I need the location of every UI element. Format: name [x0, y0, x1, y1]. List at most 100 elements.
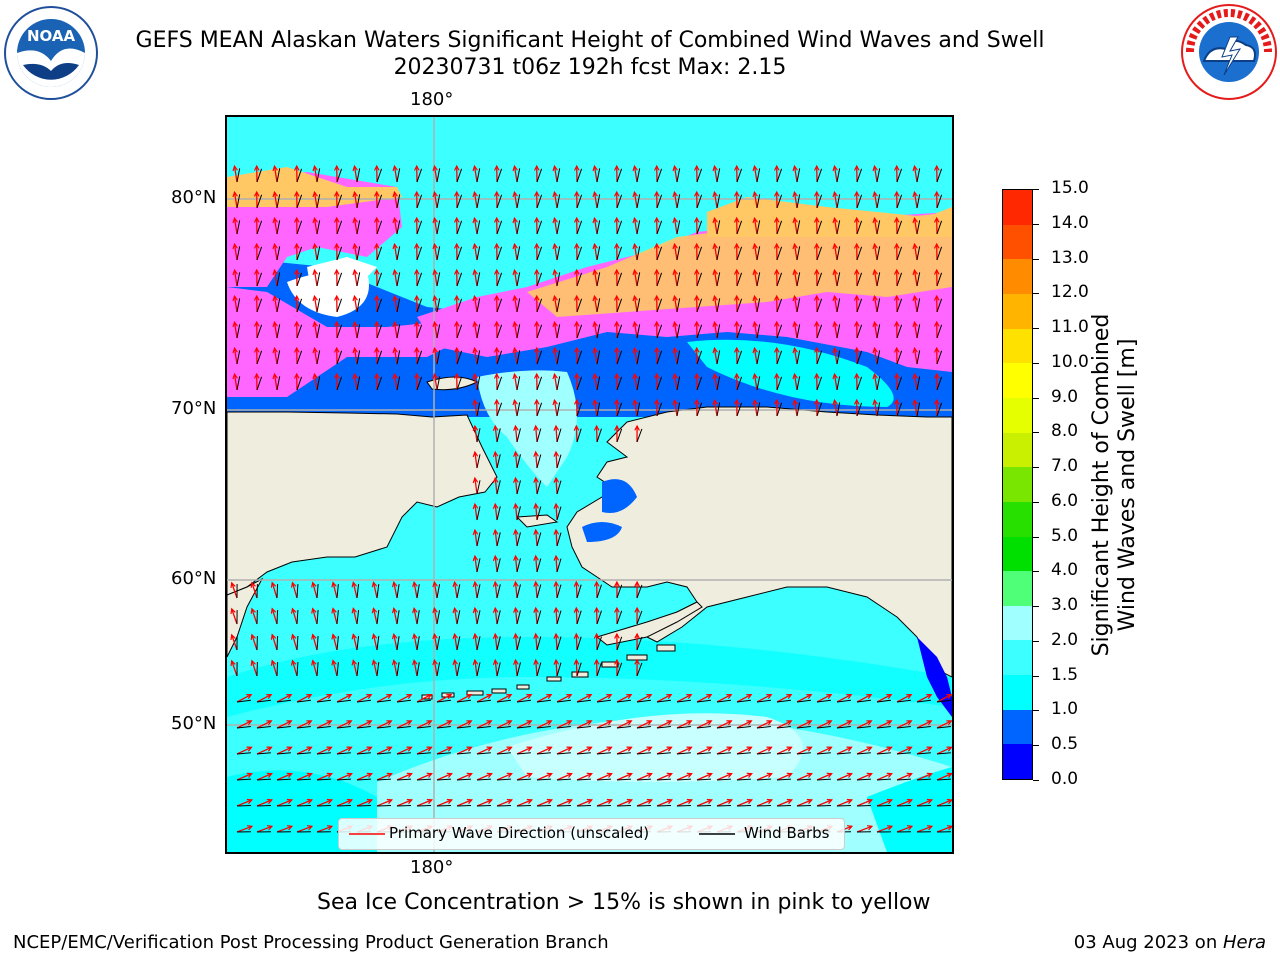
- wave-arrow-head: [486, 772, 493, 778]
- wind-barb: [296, 376, 303, 391]
- wave-arrow-head: [573, 242, 580, 249]
- wave-arrow: [873, 322, 878, 339]
- wave-arrow: [494, 556, 498, 573]
- wave-arrow: [356, 799, 373, 807]
- wave-arrow: [372, 608, 378, 625]
- colorbar-ticks: 0.0 0.5 1.0 1.5 2.0 3.0 4.0 5.0 6.0 7.0 8.0 9.0 10.0…: [1033, 178, 1113, 789]
- wind-barb: [616, 194, 623, 209]
- wind-barb: [756, 272, 761, 287]
- wave-arrow: [396, 773, 412, 781]
- wave-arrow-head: [773, 294, 780, 301]
- wind-barb: [496, 636, 501, 651]
- wave-arrow-head: [406, 772, 413, 778]
- wave-arrow: [256, 825, 273, 833]
- wave-arrow-head: [346, 720, 353, 726]
- wave-arrow: [256, 773, 272, 781]
- wave-arrow: [316, 694, 332, 703]
- wave-arrow: [753, 192, 758, 209]
- wave-arrow: [251, 608, 258, 625]
- wind-barb: [416, 805, 432, 807]
- wave-arrow-head: [553, 528, 560, 535]
- wave-arrow-head: [306, 798, 314, 805]
- wave-arrow-head: [232, 268, 238, 276]
- wind-barb: [316, 726, 331, 729]
- wind-barb: [836, 324, 841, 339]
- wave-arrow: [332, 660, 338, 677]
- wave-arrow-head: [312, 320, 318, 328]
- wind-barb: [556, 376, 561, 391]
- wind-barb: [656, 402, 663, 417]
- wind-barb: [536, 428, 542, 443]
- wave-arrow-head: [566, 693, 573, 700]
- wave-arrow: [656, 773, 672, 781]
- wind-barb: [476, 726, 491, 729]
- wave-arrow: [856, 694, 872, 703]
- footer-host: Hera: [1222, 932, 1266, 953]
- wave-arrow-head: [746, 798, 754, 805]
- wave-arrow-head: [293, 164, 300, 171]
- wave-arrow-head: [832, 242, 838, 250]
- wind-barb: [836, 699, 851, 703]
- wind-barb: [336, 246, 343, 261]
- wind-barb: [456, 584, 461, 599]
- wind-barb: [536, 636, 542, 651]
- wave-arrow: [513, 400, 518, 417]
- wave-arrow-head: [672, 294, 678, 302]
- wind-barb: [816, 298, 823, 313]
- wave-arrow: [233, 166, 238, 183]
- wave-arrow: [436, 746, 452, 755]
- wave-arrow: [713, 400, 718, 417]
- wind-barb: [396, 298, 401, 313]
- wave-arrow: [393, 634, 398, 651]
- wave-arrow-head: [712, 216, 718, 224]
- wind-barb: [436, 194, 441, 209]
- wind-barb: [616, 402, 623, 417]
- wave-arrow-head: [872, 268, 878, 276]
- wave-arrow-head: [632, 398, 638, 406]
- wave-arrow: [753, 244, 758, 261]
- wave-arrow: [896, 825, 913, 833]
- wave-arrow-head: [912, 216, 918, 224]
- wind-barb: [376, 752, 391, 755]
- wave-arrow-head: [253, 216, 260, 223]
- colorbar-cell: [1003, 259, 1032, 295]
- wave-arrow: [913, 192, 918, 209]
- wave-arrow-head: [886, 798, 894, 805]
- wave-arrow: [836, 720, 852, 729]
- wind-barb: [636, 194, 641, 209]
- wind-barb: [616, 778, 632, 781]
- wave-arrow-head: [832, 398, 838, 406]
- wind-barb: [476, 662, 481, 677]
- wind-barb: [816, 402, 823, 417]
- lat-label-50: 50°N: [171, 713, 217, 734]
- wave-arrow: [416, 694, 432, 703]
- wave-arrow-head: [912, 320, 918, 328]
- wind-barb: [696, 376, 703, 391]
- wind-barb: [816, 324, 823, 339]
- wind-barb: [336, 699, 351, 703]
- wave-arrow: [474, 608, 478, 625]
- wave-arrow-head: [533, 346, 540, 353]
- wave-arrow-head: [786, 798, 794, 805]
- wave-arrow-head: [472, 294, 478, 302]
- wave-arrow-head: [311, 633, 317, 640]
- wind-barb: [936, 324, 943, 339]
- wave-arrow: [793, 270, 798, 287]
- wave-arrow-head: [413, 346, 420, 353]
- wind-barb: [876, 220, 881, 235]
- wind-barb: [476, 272, 481, 287]
- wave-arrow: [593, 348, 598, 365]
- wave-arrow-head: [392, 242, 398, 250]
- wave-arrow: [816, 746, 832, 755]
- wave-arrow: [233, 322, 238, 339]
- wind-barb: [516, 454, 521, 469]
- wave-arrow-head: [553, 658, 560, 665]
- wave-arrow-head: [946, 772, 952, 778]
- wave-arrow-head: [866, 825, 874, 831]
- wave-arrow-head: [906, 772, 913, 778]
- wind-barb: [336, 610, 339, 625]
- wave-arrow: [514, 634, 518, 651]
- wave-arrow: [313, 296, 318, 313]
- wave-arrow: [336, 746, 352, 755]
- colorbar-tick-label: 1.0: [1051, 699, 1079, 720]
